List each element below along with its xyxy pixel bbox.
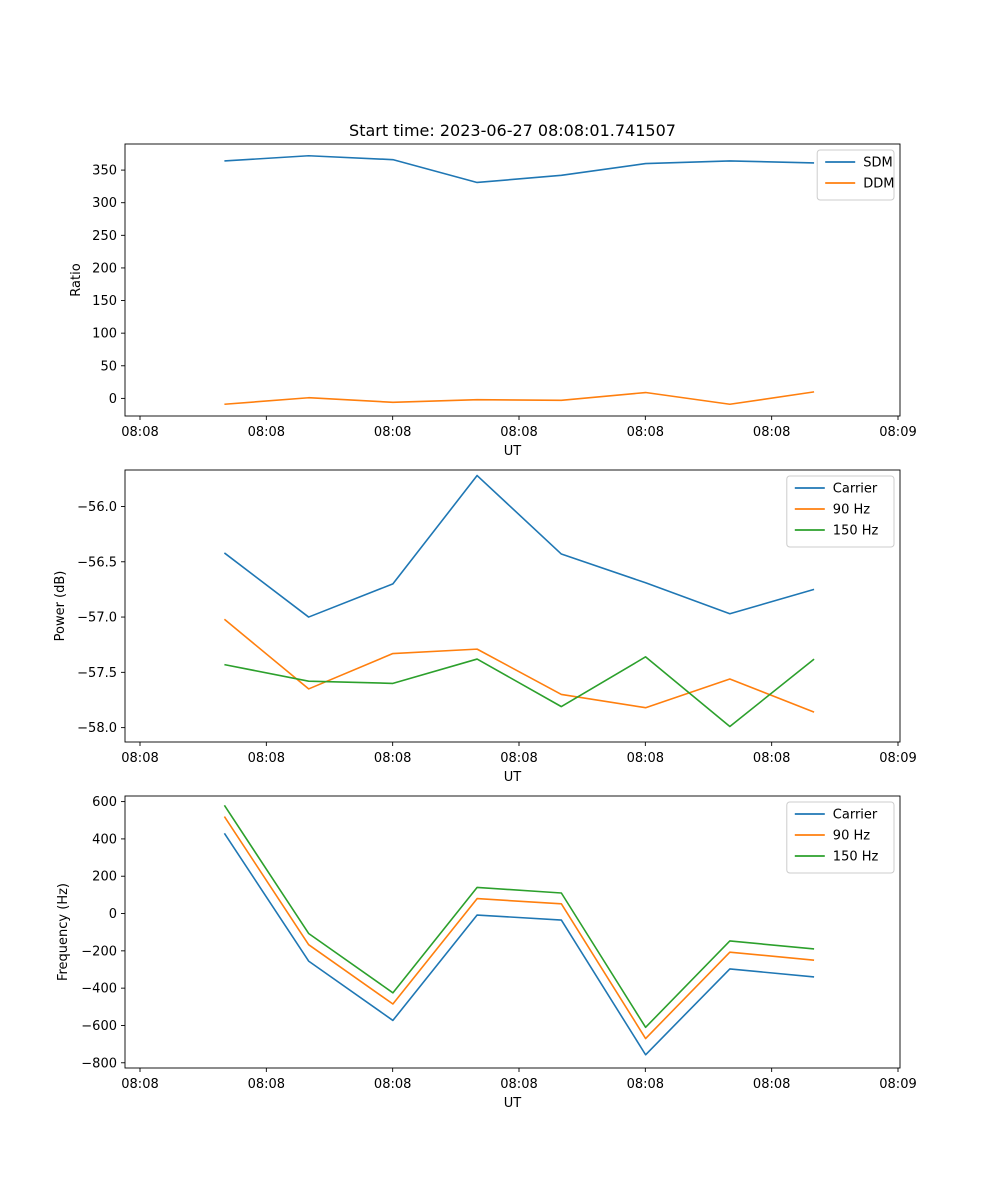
- y-tick-label: −600: [81, 1019, 117, 1034]
- x-tick-label: 08:08: [248, 1077, 285, 1092]
- y-tick-label: −58.0: [77, 721, 117, 736]
- y-tick-label: 200: [92, 261, 117, 276]
- y-axis-label: Frequency (Hz): [56, 883, 71, 981]
- y-tick-label: 0: [109, 907, 117, 922]
- legend-label: 90 Hz: [833, 503, 870, 518]
- series-line-90-hz: [223, 618, 815, 713]
- y-tick-label: 0: [109, 392, 117, 407]
- x-axis-label: UT: [504, 444, 522, 459]
- legend-label: 90 Hz: [833, 829, 870, 844]
- chart-panel-1: 08:08 08:08 08:08 08:08 08:08 08:08 08:09 UT 0 50…: [69, 143, 917, 459]
- legend-label: DDM: [863, 177, 894, 192]
- x-tick-label: 08:08: [500, 1077, 537, 1092]
- y-tick-label: −56.5: [77, 555, 117, 570]
- chart-panel-3: 08:08 08:08 08:08 08:08 08:08 08:08 08:09 UT −80…: [56, 795, 917, 1111]
- x-tick-label: 08:08: [500, 751, 537, 766]
- chart-panel-2: 08:08 08:08 08:08 08:08 08:08 08:08 08:09 UT −58…: [53, 469, 917, 785]
- series-line-sdm: [224, 154, 815, 184]
- y-tick-label: −200: [81, 944, 117, 959]
- plot-frame: [124, 469, 901, 743]
- y-tick-label: 600: [92, 795, 117, 810]
- legend: SDM DDM: [816, 149, 895, 201]
- legend: Carrier 90 Hz 150 Hz: [786, 801, 895, 874]
- legend: Carrier 90 Hz 150 Hz: [786, 475, 895, 548]
- y-tick-label: −400: [81, 982, 117, 997]
- x-tick-label: 08:08: [248, 751, 285, 766]
- x-tick-label: 08:08: [374, 425, 411, 440]
- x-tick-label: 08:09: [879, 1077, 916, 1092]
- x-tick-label: 08:08: [374, 1077, 411, 1092]
- x-tick-label: 08:08: [627, 751, 664, 766]
- legend-label: Carrier: [833, 808, 878, 823]
- x-tick-label: 08:08: [121, 425, 158, 440]
- x-tick-label: 08:08: [627, 1077, 664, 1092]
- series-line-carrier: [223, 832, 815, 1056]
- series-line-carrier: [223, 474, 815, 618]
- x-tick-label: 08:08: [753, 1077, 790, 1092]
- x-axis-label: UT: [504, 1096, 522, 1111]
- y-tick-label: −56.0: [77, 500, 117, 515]
- legend-label: SDM: [863, 156, 892, 171]
- y-tick-label: 200: [92, 870, 117, 885]
- y-axis-label: Power (dB): [53, 571, 68, 642]
- x-tick-label: 08:08: [500, 425, 537, 440]
- y-tick-label: 150: [92, 294, 117, 309]
- x-tick-label: 08:08: [627, 425, 664, 440]
- y-axis-label: Ratio: [69, 263, 84, 296]
- legend-label: 150 Hz: [833, 524, 879, 539]
- y-tick-label: 400: [92, 832, 117, 847]
- y-tick-label: −57.0: [77, 611, 117, 626]
- x-tick-label: 08:08: [753, 425, 790, 440]
- x-tick-label: 08:08: [374, 751, 411, 766]
- legend-label: 150 Hz: [833, 850, 879, 865]
- y-tick-label: 350: [92, 164, 117, 179]
- series-line-150-hz: [224, 656, 815, 728]
- plot-frame: [124, 795, 901, 1069]
- y-tick-label: 300: [92, 196, 117, 211]
- x-tick-label: 08:08: [753, 751, 790, 766]
- legend-label: Carrier: [833, 482, 878, 497]
- y-tick-label: −800: [81, 1056, 117, 1071]
- series-line-90-hz: [223, 816, 815, 1040]
- x-tick-label: 08:08: [121, 1077, 158, 1092]
- x-tick-label: 08:09: [879, 751, 916, 766]
- series-line-150-hz: [223, 804, 815, 1029]
- x-axis-label: UT: [504, 770, 522, 785]
- series-line-ddm: [224, 391, 815, 406]
- y-tick-label: 250: [92, 229, 117, 244]
- plot-frame: [124, 143, 901, 417]
- x-tick-label: 08:09: [879, 425, 916, 440]
- y-tick-label: 100: [92, 327, 117, 342]
- x-tick-label: 08:08: [248, 425, 285, 440]
- chart-title: Start time: 2023-06-27 08:08:01.741507: [349, 121, 676, 140]
- y-tick-label: 50: [100, 359, 117, 374]
- y-tick-label: −57.5: [77, 666, 117, 681]
- x-tick-label: 08:08: [121, 751, 158, 766]
